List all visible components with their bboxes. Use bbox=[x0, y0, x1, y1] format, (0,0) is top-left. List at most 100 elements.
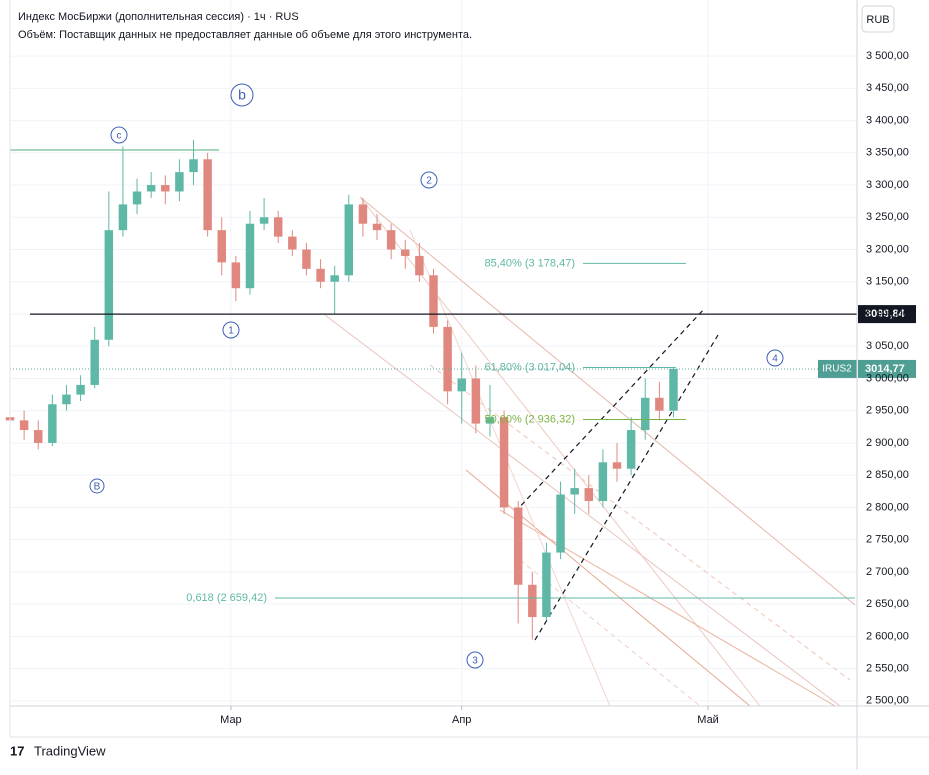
candle-body bbox=[655, 397, 664, 411]
candle-body bbox=[556, 494, 565, 553]
fib-level-label: 50,00% (2 936,32) bbox=[484, 413, 575, 425]
candle-body bbox=[485, 417, 495, 424]
candle-body bbox=[245, 223, 255, 289]
candle-body bbox=[584, 488, 594, 501]
last-price-label: 3014,77 bbox=[865, 363, 905, 375]
candles bbox=[5, 139, 678, 640]
fib-level-label: 85,40% (3 178,47) bbox=[484, 257, 575, 269]
candle-body bbox=[33, 430, 43, 443]
y-tick-label: 2 900,00 bbox=[866, 437, 909, 449]
pitchfork-line bbox=[409, 229, 611, 707]
candle-body bbox=[471, 378, 481, 424]
logo-text: TradingView bbox=[34, 743, 106, 758]
candle-body bbox=[570, 488, 579, 495]
wave-label: 2 bbox=[426, 176, 432, 187]
candle-body bbox=[626, 430, 636, 469]
wave-label: c bbox=[117, 131, 122, 142]
y-tick-label: 3 450,00 bbox=[866, 82, 909, 94]
currency-button[interactable] bbox=[861, 5, 895, 33]
y-tick-label: 3 500,00 bbox=[866, 50, 909, 62]
candle-body bbox=[146, 185, 156, 192]
wave-circle bbox=[89, 478, 105, 494]
overlay: 85,40% (3 178,47) 61,80% (3 017,04) 50,00%… bbox=[10, 83, 916, 669]
y-tick-label: 3 100,00 bbox=[866, 308, 909, 320]
grid bbox=[10, 0, 857, 706]
wave-circle bbox=[466, 651, 484, 669]
x-tick-label: Апр bbox=[452, 714, 471, 726]
candle-body bbox=[231, 262, 241, 289]
wave-label: B bbox=[94, 482, 101, 493]
candle-body bbox=[316, 268, 325, 282]
candle-body bbox=[189, 159, 198, 173]
candle-body bbox=[669, 368, 678, 411]
candle-body bbox=[401, 249, 410, 256]
wave-circle bbox=[420, 171, 438, 189]
x-tick-label: Мар bbox=[220, 714, 242, 726]
candle-body bbox=[288, 236, 297, 250]
candle-body bbox=[19, 420, 29, 431]
last-price-tag bbox=[858, 359, 916, 378]
candle-body bbox=[132, 191, 142, 205]
wave-circle bbox=[222, 321, 240, 339]
candle-body bbox=[259, 217, 269, 224]
header-title: Индекс МосБиржи (дополнительная сессия) … bbox=[18, 11, 299, 23]
candle-body bbox=[175, 172, 184, 192]
candle-body bbox=[118, 204, 128, 231]
candle-body bbox=[203, 159, 212, 231]
candle-body bbox=[641, 397, 650, 431]
level-price-label: 3099,84 bbox=[865, 308, 906, 320]
pitchfork-line bbox=[465, 469, 751, 707]
y-tick-label: 2 800,00 bbox=[866, 501, 909, 513]
candle-body bbox=[443, 326, 452, 392]
candle-body bbox=[429, 275, 438, 327]
candle-body bbox=[161, 185, 170, 192]
wave-circle bbox=[230, 83, 254, 107]
currency[interactable]: RUB bbox=[866, 14, 889, 26]
candle-body bbox=[76, 384, 85, 395]
y-tick-label: 2 500,00 bbox=[866, 695, 909, 707]
candle-body bbox=[48, 404, 57, 443]
candle-body bbox=[528, 584, 537, 618]
y-tick-label: 3 200,00 bbox=[866, 243, 909, 255]
candle-body bbox=[217, 230, 226, 263]
pitchfork-line bbox=[324, 314, 841, 707]
candle-body bbox=[598, 462, 608, 501]
y-tick-label: 3 300,00 bbox=[866, 179, 909, 191]
wave-circle bbox=[766, 349, 784, 367]
y-tick-label: 2 650,00 bbox=[866, 598, 909, 610]
y-tick-label: 2 950,00 bbox=[866, 405, 909, 417]
fib-level-label: 0,618 (2 659,42) bbox=[186, 592, 267, 604]
candle-body bbox=[90, 339, 99, 385]
symbol-label: IRUS2 bbox=[822, 364, 852, 375]
candle-body bbox=[542, 552, 551, 618]
symbol-tag bbox=[818, 359, 857, 378]
y-tick-label: 3 150,00 bbox=[866, 276, 909, 288]
candle-body bbox=[372, 223, 382, 231]
y-tick-label: 3 050,00 bbox=[866, 340, 909, 352]
pitchfork-line bbox=[359, 196, 761, 707]
volume-note: Объём: Поставщик данных не предоставляет… bbox=[18, 29, 472, 41]
pitchfork-line bbox=[429, 364, 851, 681]
y-tick-label: 3 400,00 bbox=[866, 114, 909, 126]
y-tick-label: 3 350,00 bbox=[866, 147, 909, 159]
logo-icon: 17 bbox=[10, 743, 24, 758]
pitchfork-line bbox=[499, 509, 836, 707]
y-tick-label: 2 850,00 bbox=[866, 469, 909, 481]
candle-body bbox=[62, 394, 71, 405]
pitchfork-line bbox=[359, 196, 856, 606]
fib-level-label: 61,80% (3 017,04) bbox=[484, 361, 575, 373]
y-tick-label: 3 000,00 bbox=[866, 372, 909, 384]
y-tick-label: 2 550,00 bbox=[866, 663, 909, 675]
candle-body bbox=[457, 378, 466, 392]
x-tick-label: Май bbox=[697, 714, 719, 726]
y-tick-label: 3 250,00 bbox=[866, 211, 909, 223]
wave-label: 4 bbox=[772, 354, 778, 365]
y-tick-label: 2 750,00 bbox=[866, 534, 909, 546]
candle-body bbox=[302, 249, 311, 269]
logo: 17 TradingView bbox=[10, 743, 106, 758]
wave-label: 1 bbox=[228, 326, 234, 337]
wave-label: b bbox=[238, 87, 246, 103]
wave-circle bbox=[110, 126, 128, 144]
y-tick-label: 2 700,00 bbox=[866, 566, 909, 578]
wave-label: 3 bbox=[472, 656, 478, 667]
